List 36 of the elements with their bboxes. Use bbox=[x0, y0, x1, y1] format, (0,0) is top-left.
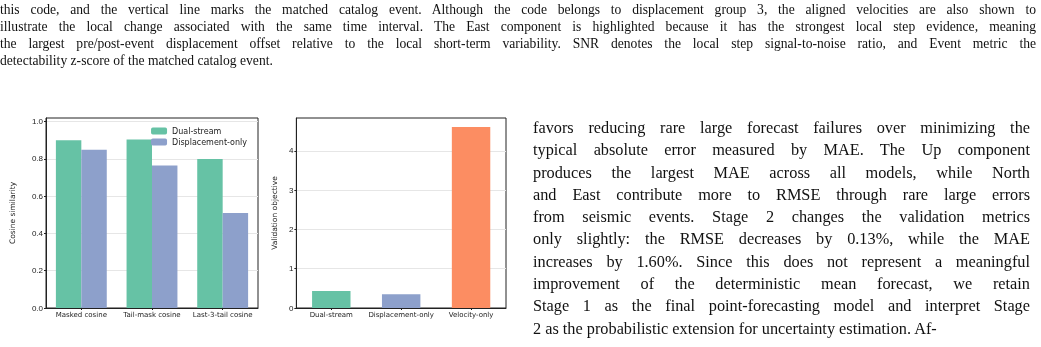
text: produces the largest MAE across all models, while North bbox=[533, 161, 1030, 184]
y-tick-label: 0.8 bbox=[31, 154, 44, 164]
text: Stage 1 as the final point-forecasting model and interpret Stage bbox=[533, 295, 1030, 318]
bar bbox=[381, 294, 421, 308]
text: only slightly: the RMSE decreases by 0.13%, while the MAE bbox=[533, 228, 1030, 251]
y-tick-label: 0 bbox=[288, 303, 294, 313]
text: the largest pre/post-event displacement offset relative to the local short-term variability. SNR denotes the local step signal-to-noise ratio, and Event metric the bbox=[0, 35, 1036, 52]
y-tick-label: 3 bbox=[288, 185, 294, 195]
text: favors reducing rare large forecast failures over minimizing the bbox=[533, 117, 1030, 139]
text: illustrate the local change associated with the same time interval. The East component is highlighted because it has the strongest local step evidence, meaning bbox=[0, 18, 1036, 35]
text: from seismic events. Stage 2 changes the validation metrics bbox=[533, 206, 1030, 229]
text: and East contribute more to RMSE through rare large errors bbox=[533, 183, 1030, 206]
bar bbox=[81, 149, 107, 308]
bar bbox=[152, 165, 178, 308]
text: improvement of the deterministic mean forecast, we retain bbox=[533, 273, 1030, 296]
y-tick-label: 2 bbox=[288, 224, 294, 234]
bar bbox=[126, 139, 152, 308]
legend-label: Dual-stream bbox=[172, 126, 222, 136]
bar bbox=[222, 213, 249, 308]
bar bbox=[55, 140, 82, 308]
y-tick-label: 0.0 bbox=[31, 303, 44, 313]
bar bbox=[312, 291, 351, 308]
y-tick-label: 4 bbox=[288, 146, 294, 156]
bar bbox=[451, 127, 491, 308]
text: detectability z-score of the matched catalog event. bbox=[0, 52, 274, 69]
bar bbox=[197, 158, 223, 308]
text: this code, and the vertical line marks the matched catalog event. Although the code belongs to displacement group 3, the aligned velocities are also shown to bbox=[0, 1, 1036, 18]
y-tick-label: 1 bbox=[288, 264, 294, 274]
y-tick-label: 1.0 bbox=[31, 117, 44, 127]
text: typical absolute error measured by MAE. The Up component bbox=[533, 139, 1030, 162]
text: increases by 1.60%. Since this does not represent a meaningful bbox=[533, 250, 1030, 273]
legend-label: Displacement-only bbox=[172, 137, 248, 147]
y-tick-label: 0.2 bbox=[31, 266, 44, 276]
y-tick-label: 0.4 bbox=[31, 228, 44, 238]
y-tick-label: 0.6 bbox=[31, 191, 44, 201]
text: 2 as the probabilistic extension for uncertainty estimation. Af- bbox=[533, 317, 938, 340]
